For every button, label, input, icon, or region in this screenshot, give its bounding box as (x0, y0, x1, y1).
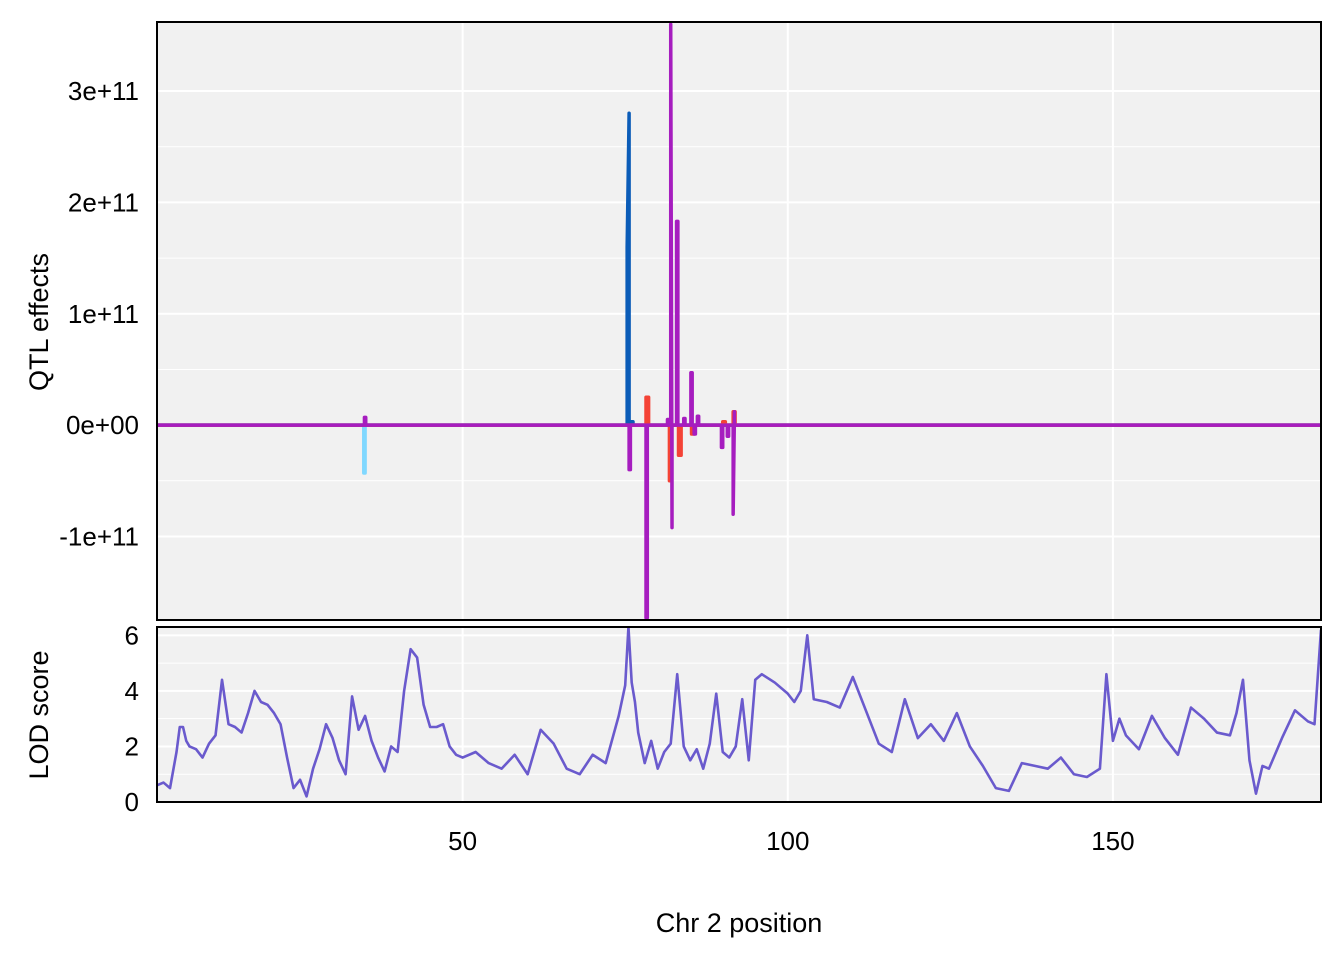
lod-y-tick-label: 2 (125, 731, 139, 761)
lod-series-group (157, 627, 1321, 798)
qtl-effects-y-tick-label: 1e+11 (68, 299, 139, 329)
lod-y-tick-label: 4 (125, 676, 139, 706)
x-tick-label: 150 (1091, 826, 1134, 856)
qtl-effects-y-tick-label: 0e+00 (66, 410, 139, 440)
lod-series-line-1 (157, 627, 1321, 798)
lod-y-tick-label: 0 (125, 787, 139, 817)
qtl-effects-y-tick-label: 2e+11 (68, 187, 139, 217)
x-tick-label: 100 (766, 826, 809, 856)
qtl-effects-axis-title: QTL effects (24, 253, 54, 391)
qtl-effects-series-group (157, 22, 1321, 620)
x-axis-title: Chr 2 position (656, 908, 823, 938)
qtl-effects-y-tick-label: 3e+11 (68, 76, 139, 106)
lod-panel-border (156, 626, 1322, 803)
x-tick-label: 50 (448, 826, 477, 856)
qtl-effects-plot-background (157, 22, 1321, 620)
lod-score-panel: 0 2 4 6 50 100 150 (125, 620, 1322, 856)
qtl-effects-y-tick-label: -1e+11 (59, 521, 139, 551)
lod-score-axis-title: LOD score (24, 650, 54, 779)
qtl-effects-panel-border (156, 21, 1322, 621)
qtl-effects-panel: -1e+11 0e+00 1e+11 2e+11 3e+11 (59, 21, 1322, 621)
lod-y-tick-label: 6 (125, 620, 139, 650)
qtl-effects-series-line-4 (157, 22, 1321, 620)
